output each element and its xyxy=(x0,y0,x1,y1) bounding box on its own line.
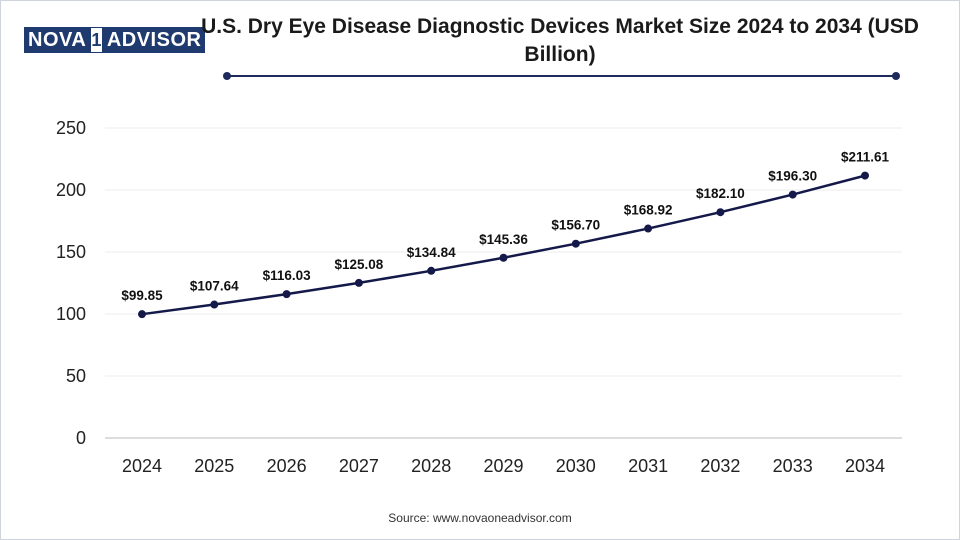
x-tick-label: 2024 xyxy=(122,456,162,476)
data-point-2028 xyxy=(427,266,436,275)
chart-title: U.S. Dry Eye Disease Diagnostic Devices … xyxy=(201,15,919,66)
y-axis-tick-labels: 0 50 100 150 200 250 xyxy=(56,118,86,448)
title-underline-right-dot xyxy=(892,72,900,80)
source-note: Source: www.novaoneadvisor.com xyxy=(388,511,572,525)
logo-text-one: 1 xyxy=(90,27,103,53)
data-point-2030 xyxy=(571,239,580,248)
data-point-2033 xyxy=(788,190,797,199)
x-tick-label: 2025 xyxy=(194,456,234,476)
data-point-2032 xyxy=(716,208,725,217)
x-tick-label: 2032 xyxy=(700,456,740,476)
x-tick-label: 2028 xyxy=(411,456,451,476)
data-point-2026 xyxy=(282,290,291,299)
data-label-2029: $145.36 xyxy=(479,232,528,247)
x-tick-label: 2033 xyxy=(773,456,813,476)
logo-text-nova: NOVA xyxy=(24,27,91,53)
data-label-2032: $182.10 xyxy=(696,186,745,201)
data-label-2034: $211.61 xyxy=(841,150,890,165)
y-tick-label: 250 xyxy=(56,118,86,138)
data-label-2030: $156.70 xyxy=(551,218,600,233)
x-tick-label: 2029 xyxy=(483,456,523,476)
data-point-2024 xyxy=(138,310,146,319)
y-tick-label: 0 xyxy=(76,428,86,448)
y-tick-label: 100 xyxy=(56,304,86,324)
y-tick-label: 50 xyxy=(66,366,86,386)
data-label-2031: $168.92 xyxy=(624,203,673,218)
data-label-2028: $134.84 xyxy=(407,245,456,260)
y-tick-label: 200 xyxy=(56,180,86,200)
data-label-2026: $116.03 xyxy=(263,268,312,283)
x-axis-tick-labels: 2024 2025 2026 2027 2028 2029 2030 2031 2032 2033… xyxy=(122,456,885,476)
data-point-2025 xyxy=(210,300,219,309)
data-label-2027: $125.08 xyxy=(334,257,383,272)
data-label-2024: $99.85 xyxy=(121,288,163,303)
data-point-2029 xyxy=(499,253,508,262)
x-tick-label: 2034 xyxy=(845,456,885,476)
data-label-2033: $196.30 xyxy=(768,169,817,184)
title-underline xyxy=(227,75,896,77)
gridlines xyxy=(105,127,902,377)
x-tick-label: 2030 xyxy=(556,456,596,476)
x-tick-label: 2026 xyxy=(267,456,307,476)
data-label-2025: $107.64 xyxy=(190,279,239,294)
x-tick-label: 2027 xyxy=(339,456,379,476)
logo-text-advisor: ADVISOR xyxy=(102,27,206,53)
data-point-2031 xyxy=(644,224,653,233)
data-point-2027 xyxy=(354,278,363,287)
data-point-2034 xyxy=(861,171,869,180)
title-underline-left-dot xyxy=(223,72,231,80)
x-tick-label: 2031 xyxy=(628,456,668,476)
data-points xyxy=(138,171,869,319)
novaoneadvisor-logo: NOVA 1 ADVISOR xyxy=(24,27,206,53)
data-labels: $99.85 $107.64 $116.03 $125.08 $134.84 $145.3… xyxy=(121,150,889,304)
y-tick-label: 150 xyxy=(56,242,86,262)
